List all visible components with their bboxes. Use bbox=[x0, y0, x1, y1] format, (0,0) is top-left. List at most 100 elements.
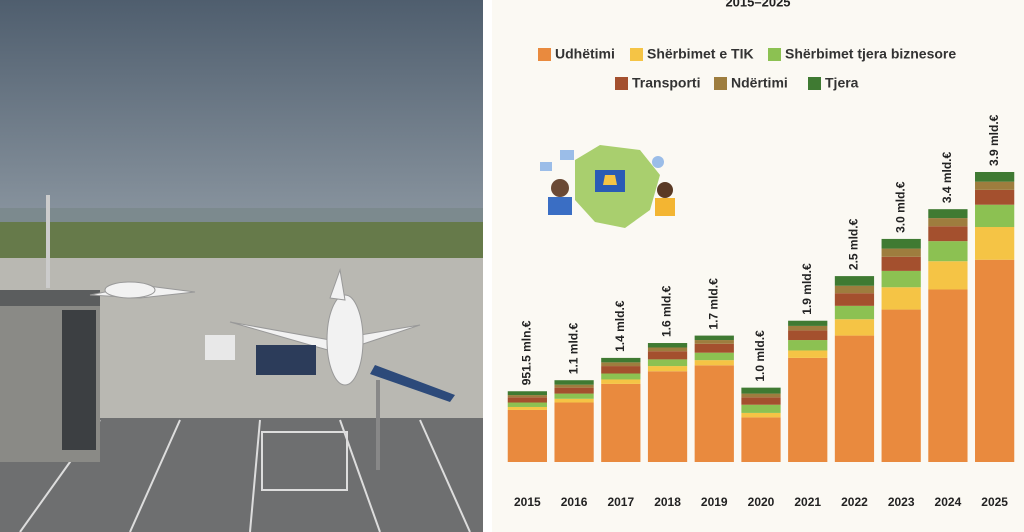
bar-segment bbox=[741, 387, 781, 394]
bar-segment bbox=[694, 343, 734, 353]
legend-swatch bbox=[615, 77, 628, 90]
bar-segment bbox=[601, 357, 641, 363]
total-label: 1.7 mld.€ bbox=[706, 278, 720, 330]
bar-segment bbox=[788, 350, 828, 358]
bar-segment bbox=[741, 417, 781, 462]
total-label: 1.9 mld.€ bbox=[800, 263, 814, 315]
bar-segment bbox=[975, 227, 1015, 260]
legend-label: Ndërtimi bbox=[731, 75, 788, 91]
bar-segment bbox=[647, 359, 688, 367]
bar-segment bbox=[507, 397, 547, 403]
bar-segment bbox=[554, 398, 594, 403]
bar-segment bbox=[694, 335, 734, 341]
bar-segment bbox=[881, 309, 921, 462]
bar-segment bbox=[975, 204, 1015, 228]
bar-segment bbox=[694, 340, 734, 344]
bar-segment bbox=[881, 256, 921, 271]
bar-segment bbox=[554, 384, 594, 388]
x-tick-label: 2018 bbox=[654, 495, 681, 509]
bar-segment bbox=[647, 343, 688, 348]
bar-segment bbox=[928, 226, 968, 242]
x-tick-label: 2025 bbox=[981, 495, 1008, 509]
legend-label: Udhëtimi bbox=[555, 46, 615, 62]
legend-label: Shërbimet e TIK bbox=[647, 46, 754, 62]
bar-segment bbox=[554, 402, 594, 462]
legend-label: Shërbimet tjera biznesore bbox=[785, 46, 956, 62]
chart-subtitle: 2015–2025 bbox=[725, 0, 790, 9]
total-label: 3.9 mld.€ bbox=[987, 114, 1001, 166]
bar-segment bbox=[834, 276, 875, 286]
bar-segment bbox=[647, 371, 688, 462]
bar-segment bbox=[788, 325, 828, 331]
bar-segment bbox=[554, 380, 594, 385]
x-tick-label: 2015 bbox=[514, 495, 541, 509]
bar-segment bbox=[975, 259, 1015, 462]
bar-segment bbox=[788, 357, 828, 462]
bar-segment bbox=[975, 189, 1015, 205]
total-label: 1.4 mld.€ bbox=[613, 300, 627, 352]
airport-photo bbox=[0, 0, 483, 532]
total-label: 1.6 mld.€ bbox=[660, 285, 674, 337]
bar-segment bbox=[834, 285, 875, 294]
x-tick-label: 2021 bbox=[794, 495, 821, 509]
bar-segment bbox=[928, 241, 968, 262]
total-label: 2.5 mld.€ bbox=[847, 218, 861, 270]
bar-segment bbox=[554, 387, 594, 394]
x-tick-label: 2024 bbox=[935, 495, 962, 509]
legend-swatch bbox=[538, 48, 551, 61]
bar-segment bbox=[601, 362, 641, 367]
bar-segment bbox=[788, 330, 828, 341]
bar-segment bbox=[601, 383, 641, 462]
x-tick-label: 2016 bbox=[561, 495, 588, 509]
bar-segment bbox=[881, 248, 921, 257]
bar-segment bbox=[834, 305, 875, 320]
legend-swatch bbox=[768, 48, 781, 61]
bar-segment bbox=[975, 181, 1015, 190]
bar-segment bbox=[507, 409, 547, 462]
illustration bbox=[540, 145, 675, 228]
x-tick-label: 2023 bbox=[888, 495, 915, 509]
bar-segment bbox=[601, 373, 641, 380]
total-label: 1.0 mld.€ bbox=[753, 330, 767, 382]
x-tick-label: 2017 bbox=[607, 495, 634, 509]
bar-segment bbox=[694, 360, 734, 366]
bar-segment bbox=[834, 335, 875, 462]
bar-segment bbox=[741, 412, 781, 418]
bar-segment bbox=[647, 366, 688, 372]
bar-segment bbox=[741, 397, 781, 405]
bar-segment bbox=[507, 391, 547, 396]
bar-segment bbox=[834, 319, 875, 336]
chart: Udhëtimi Shërbimet e TIK Shërbimet tjera b… bbox=[507, 46, 1015, 509]
bar-segment bbox=[928, 261, 968, 290]
bar-segment bbox=[741, 393, 781, 398]
total-label: 3.0 mld.€ bbox=[893, 181, 907, 233]
total-label: 951.5 mln.€ bbox=[520, 320, 534, 385]
bar-segment bbox=[647, 351, 688, 360]
x-tick-label: 2022 bbox=[841, 495, 868, 509]
bar-segment bbox=[928, 209, 968, 219]
bar-segment bbox=[741, 404, 781, 413]
bar-segment bbox=[788, 320, 828, 326]
bar-segment bbox=[507, 395, 547, 398]
total-label: 3.4 mld.€ bbox=[940, 151, 954, 203]
bar-segment bbox=[881, 287, 921, 310]
bar-segment bbox=[694, 365, 734, 462]
legend-swatch bbox=[714, 77, 727, 90]
bar-segment bbox=[507, 406, 547, 410]
legend-label: Tjera bbox=[825, 75, 859, 91]
legend-label: Transporti bbox=[632, 75, 700, 91]
bar-segment bbox=[554, 393, 594, 399]
bar-segment bbox=[647, 347, 688, 352]
x-tick-label: 2020 bbox=[748, 495, 775, 509]
x-tick-label: 2019 bbox=[701, 495, 728, 509]
bar-segment bbox=[975, 172, 1015, 182]
bar-segment bbox=[601, 366, 641, 374]
legend-swatch bbox=[808, 77, 821, 90]
bar-segment bbox=[834, 293, 875, 306]
bar-segment bbox=[694, 352, 734, 361]
bar-segment bbox=[788, 340, 828, 351]
bar-segment bbox=[928, 218, 968, 227]
bar-segment bbox=[507, 402, 547, 407]
bar-segment bbox=[928, 289, 968, 462]
